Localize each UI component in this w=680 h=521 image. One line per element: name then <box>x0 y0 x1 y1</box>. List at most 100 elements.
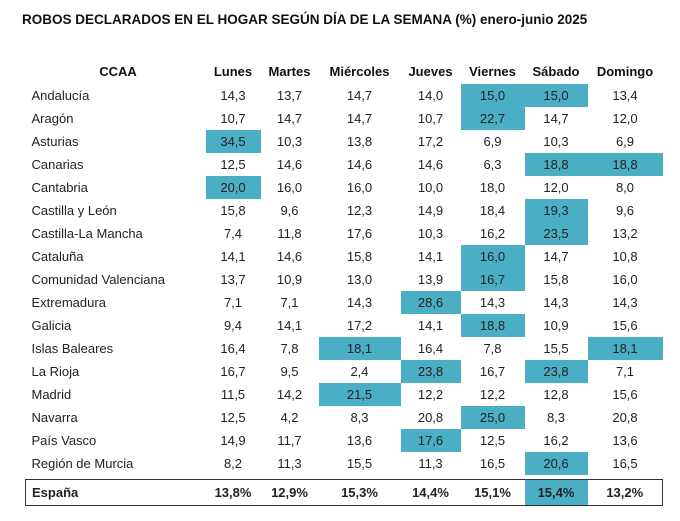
highlighted-value-cell: 20,0 <box>205 176 261 199</box>
table-row: Castilla y León 15,8 9,6 12,3 14,9 18,4 19,3 9,… <box>26 199 663 222</box>
column-header: Jueves <box>408 63 453 79</box>
highlighted-value-cell: 16,7 <box>460 268 525 291</box>
value-cell: 13,2% <box>587 479 663 506</box>
region-name: Castilla y León <box>31 203 117 218</box>
region-name: España <box>25 479 206 506</box>
value-cell: 16,7 <box>479 364 506 379</box>
total-row: España 13,8% 12,9% 15,3% 14,4% 15,1% 15,4% 13,2… <box>25 479 663 506</box>
value-cell: 11,3 <box>418 456 443 471</box>
value-cell: 10,0 <box>417 180 444 195</box>
value-cell: 18,0 <box>479 180 506 195</box>
value-cell: 12,3 <box>346 203 373 218</box>
column-header: Domingo <box>596 63 654 79</box>
value-cell: 14,3 <box>612 295 638 310</box>
value-cell: 14,7 <box>276 111 303 126</box>
value-cell: 16,5 <box>612 456 638 471</box>
table-row: Canarias 12,5 14,6 14,6 14,6 6,3 18,8 18,8 <box>26 153 663 176</box>
region-name: Asturias <box>31 134 79 149</box>
value-cell: 6,9 <box>615 134 635 149</box>
value-cell: 16,0 <box>346 180 373 195</box>
value-cell: 14,1 <box>417 249 444 264</box>
highlighted-value-cell: 15,0 <box>460 84 525 107</box>
value-cell: 14,3 <box>479 295 506 310</box>
table-row: Madrid 11,5 14,2 21,5 12,2 12,2 12,8 15,6 <box>26 383 663 406</box>
table-row: Cantabria 20,0 16,0 16,0 10,0 18,0 12,0 8,0 <box>26 176 663 199</box>
value-cell: 10,9 <box>276 272 303 287</box>
highlighted-value-cell: 25,0 <box>460 406 525 429</box>
value-cell: 20,8 <box>612 410 638 425</box>
column-header: Martes <box>268 63 311 79</box>
value-cell: 14,1 <box>417 318 444 333</box>
value-cell: 14,7 <box>543 249 569 264</box>
region-name: Navarra <box>31 410 78 425</box>
column-header: Viernes <box>469 63 516 79</box>
value-cell: 13,4 <box>612 88 638 103</box>
value-cell: 16,2 <box>479 226 506 241</box>
value-cell: 9,4 <box>223 318 243 333</box>
highlighted-value-cell: 23,5 <box>524 222 588 245</box>
column-header: Sábado <box>532 63 580 79</box>
value-cell: 13,0 <box>346 272 373 287</box>
value-cell: 10,3 <box>543 134 569 149</box>
robbery-by-weekday-table: CCAA Lunes Martes Miércoles Jueves Viernes Sáb… <box>25 58 663 506</box>
value-cell: 6,9 <box>483 134 502 149</box>
value-cell: 14,7 <box>346 88 373 103</box>
column-header: CCAA <box>99 63 137 79</box>
value-cell: 12,5 <box>479 433 506 448</box>
value-cell: 13,2 <box>612 226 638 241</box>
highlighted-value-cell: 15,0 <box>524 84 588 107</box>
value-cell: 13,8% <box>205 479 261 506</box>
value-cell: 7,8 <box>280 341 299 356</box>
value-cell: 16,0 <box>612 272 638 287</box>
value-cell: 8,0 <box>615 180 635 195</box>
region-name: País Vasco <box>31 433 97 448</box>
highlighted-value-cell: 18,8 <box>587 153 663 176</box>
table-row: Castilla-La Mancha 7,4 11,8 17,6 10,3 16,2 23,… <box>26 222 663 245</box>
value-cell: 7,8 <box>483 341 502 356</box>
value-cell: 12,2 <box>479 387 506 402</box>
page-title: ROBOS DECLARADOS EN EL HOGAR SEGÚN DÍA D… <box>22 12 588 27</box>
table-row: Asturias 34,5 10,3 13,8 17,2 6,9 10,3 6,9 <box>26 130 663 153</box>
value-cell: 6,3 <box>483 157 502 172</box>
value-cell: 15,8 <box>346 249 373 264</box>
highlighted-value-cell: 18,1 <box>318 337 401 360</box>
value-cell: 15,1% <box>460 479 525 506</box>
highlighted-value-cell: 21,5 <box>318 383 401 406</box>
value-cell: 7,4 <box>223 226 243 241</box>
value-cell: 10,3 <box>276 134 303 149</box>
highlighted-value-cell: 18,8 <box>524 153 588 176</box>
column-header: Miércoles <box>329 63 390 79</box>
table-row: Aragón 10,7 14,7 14,7 10,7 22,7 14,7 12,0 <box>26 107 663 130</box>
region-name: Comunidad Valenciana <box>31 272 165 287</box>
value-cell: 14,4% <box>400 479 461 506</box>
value-cell: 9,5 <box>280 364 299 379</box>
value-cell: 16,7 <box>220 364 246 379</box>
highlighted-value-cell: 18,1 <box>587 337 663 360</box>
value-cell: 9,6 <box>615 203 635 218</box>
table-row: Extremadura 7,1 7,1 14,3 28,6 14,3 14,3 14,3 <box>26 291 663 314</box>
value-cell: 14,3 <box>220 88 246 103</box>
value-cell: 2,4 <box>350 364 369 379</box>
value-cell: 14,1 <box>276 318 303 333</box>
region-name: Andalucía <box>31 88 90 103</box>
value-cell: 16,4 <box>417 341 444 356</box>
value-cell: 14,7 <box>543 111 569 126</box>
value-cell: 20,8 <box>417 410 444 425</box>
value-cell: 7,1 <box>615 364 635 379</box>
region-name: Región de Murcia <box>31 456 134 471</box>
highlighted-value-cell: 23,8 <box>400 360 461 383</box>
value-cell: 10,7 <box>220 111 246 126</box>
highlighted-value-cell: 28,6 <box>400 291 461 314</box>
table-row: Galicia 9,4 14,1 17,2 14,1 18,8 10,9 15,6 <box>26 314 663 337</box>
value-cell: 14,6 <box>417 157 444 172</box>
value-cell: 10,8 <box>612 249 638 264</box>
highlighted-value-cell: 34,5 <box>205 130 261 153</box>
value-cell: 14,3 <box>543 295 569 310</box>
value-cell: 11,3 <box>277 456 302 471</box>
region-name: Canarias <box>31 157 84 172</box>
region-name: La Rioja <box>31 364 80 379</box>
region-name: Cantabria <box>31 180 88 195</box>
region-name: Galicia <box>31 318 72 333</box>
value-cell: 15,6 <box>612 387 638 402</box>
value-cell: 10,7 <box>417 111 444 126</box>
